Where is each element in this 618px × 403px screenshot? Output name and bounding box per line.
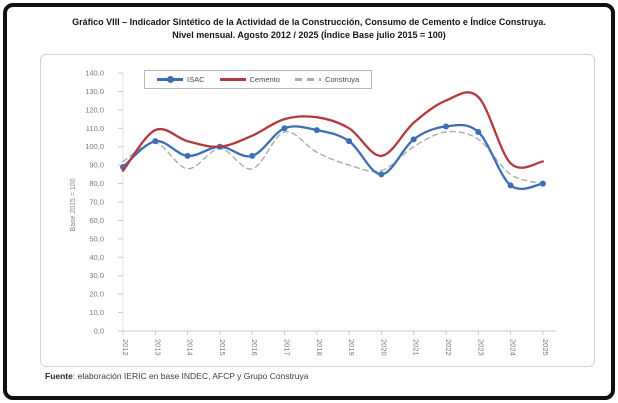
x-tick-label: 2020	[379, 339, 388, 356]
x-tick-label: 2017	[283, 339, 292, 356]
chart-title: Gráfico VIII – Indicador Sintético de la…	[17, 16, 601, 42]
y-tick-label: 60,0	[89, 216, 104, 225]
source-label: Fuente	[45, 371, 73, 381]
y-tick-label: 140,0	[85, 69, 104, 78]
x-tick-label: 2014	[186, 339, 195, 356]
series-marker-isac	[410, 136, 417, 143]
line-chart: 0,0 10,0 20,0 30,0 40,0 50,0 60,0 70,0 80,0 90,0 1…	[70, 69, 556, 356]
source-text: : elaboración IERIC en base INDEC, AFCP …	[72, 371, 309, 381]
series-marker-isac	[443, 123, 449, 130]
y-tick-label: 10,0	[89, 308, 104, 317]
construya-line-swatch-icon	[294, 78, 321, 81]
y-tick-label: 130,0	[85, 87, 104, 96]
series-marker-isac	[281, 125, 288, 132]
series-marker-isac	[152, 138, 159, 145]
source-note: Fuente: elaboración IERIC en base INDEC,…	[45, 371, 308, 381]
y-tick-label: 30,0	[89, 271, 104, 280]
x-tick-label: 2024	[509, 339, 518, 356]
y-tick-label: 0,0	[94, 327, 104, 336]
series-marker-isac	[346, 138, 353, 145]
cemento-line-swatch-icon	[219, 78, 246, 81]
y-tick-label: 40,0	[89, 253, 104, 262]
y-axis-title: Base 2015 = 100	[70, 178, 77, 231]
y-tick-label: 100,0	[85, 142, 104, 151]
x-tick-label: 2019	[347, 339, 356, 356]
y-tick-label: 20,0	[89, 290, 104, 299]
x-tick-label: 2015	[218, 339, 227, 356]
y-tick-label: 90,0	[89, 161, 104, 170]
series-marker-isac	[184, 152, 191, 159]
x-tick-label: 2012	[121, 339, 130, 356]
series-marker-isac	[475, 128, 482, 135]
y-tick-label: 70,0	[89, 198, 104, 207]
y-tick-label: 50,0	[89, 234, 104, 243]
y-tick-label: 110,0	[86, 124, 104, 133]
legend-label-construya: Construya	[324, 75, 360, 84]
x-tick-label: 2021	[412, 339, 421, 356]
x-tick-label: 2023	[476, 339, 485, 356]
series-line-construya	[122, 130, 544, 185]
isac-line-swatch-icon	[157, 76, 183, 82]
legend-item-cemento: Cemento	[219, 75, 280, 84]
x-tick-label: 2025	[541, 339, 550, 356]
legend-label-isac: ISAC	[187, 75, 205, 84]
series-marker-isac	[313, 127, 320, 134]
series-line-cemento	[121, 91, 545, 172]
legend-label-cemento: Cemento	[249, 75, 280, 84]
legend-item-isac: ISAC	[157, 75, 205, 84]
chart-title-line1: Gráfico VIII – Indicador Sintético de la…	[72, 17, 546, 27]
x-tick-label: 2013	[153, 339, 162, 356]
series-marker-isac	[378, 171, 385, 178]
x-tick-label: 2022	[444, 339, 453, 356]
x-tick-label: 2018	[315, 339, 324, 356]
chart-title-line2: Nivel mensual. Agosto 2012 / 2025 (Índic…	[172, 30, 446, 40]
x-tick-label: 2016	[250, 339, 259, 356]
y-tick-label: 120,0	[85, 105, 104, 114]
y-tick-label: 80,0	[89, 179, 104, 188]
legend-item-construya: Construya	[294, 75, 360, 84]
series-marker-isac	[507, 182, 514, 189]
chart-panel: ISAC Cemento Construya 0,0 10,0 20,0 30,0 40…	[40, 54, 595, 367]
outer-frame: Gráfico VIII – Indicador Sintético de la…	[3, 3, 615, 400]
series-marker-isac	[249, 152, 256, 159]
chart-legend: ISAC Cemento Construya	[144, 70, 373, 89]
series-marker-isac	[539, 180, 546, 187]
